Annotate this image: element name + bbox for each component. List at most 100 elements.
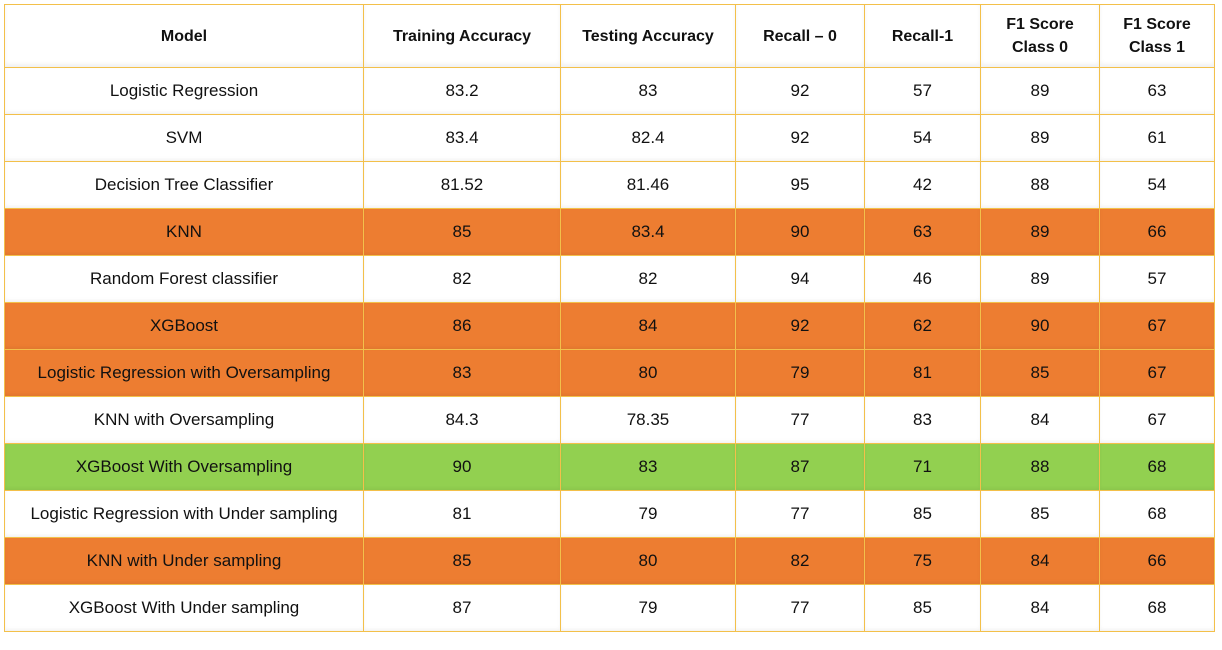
- metric-cell-f1-class-1: 68: [1099, 584, 1215, 632]
- metric-cell-recall-1: 63: [864, 208, 981, 256]
- metric-cell-recall-1: 42: [864, 161, 981, 209]
- metric-cell-f1-class-1: 67: [1099, 302, 1215, 350]
- metric-cell-recall-1: 85: [864, 490, 981, 538]
- metric-cell-testing-accuracy: 83: [560, 67, 736, 115]
- column-header-f1-class-0: F1 Score Class 0: [980, 4, 1100, 68]
- model-name-cell: Random Forest classifier: [4, 255, 364, 303]
- metric-cell-f1-class-1: 67: [1099, 349, 1215, 397]
- column-header-text: Recall – 0: [763, 27, 837, 45]
- table-row: Logistic Regression 83.2 83 92 57 89 63: [4, 67, 1215, 115]
- metric-cell-f1-class-1: 63: [1099, 67, 1215, 115]
- column-header-text: Class 1: [1128, 39, 1186, 56]
- results-table-container: Model Training Accuracy Testing Accuracy Re…: [4, 4, 1218, 632]
- metric-cell-recall-1: 54: [864, 114, 981, 162]
- metric-cell-testing-accuracy: 81.46: [560, 161, 736, 209]
- metric-cell-training-accuracy: 90: [363, 443, 561, 491]
- model-name-cell: KNN with Under sampling: [4, 537, 364, 585]
- metric-cell-recall-1: 46: [864, 255, 981, 303]
- metric-cell-recall-1: 85: [864, 584, 981, 632]
- table-row: Logistic Regression with Under sampling 8…: [4, 490, 1215, 538]
- column-header-text: Recall-1: [891, 27, 954, 45]
- table-row: XGBoost With Oversampling 90 83 87 71 88 68: [4, 443, 1215, 491]
- table-row: Logistic Regression with Oversampling 83 8…: [4, 349, 1215, 397]
- metric-cell-f1-class-0: 89: [980, 114, 1100, 162]
- metric-cell-testing-accuracy: 80: [560, 349, 736, 397]
- metric-cell-testing-accuracy: 82.4: [560, 114, 736, 162]
- metric-cell-testing-accuracy: 80: [560, 537, 736, 585]
- metric-cell-f1-class-0: 89: [980, 255, 1100, 303]
- metric-cell-f1-class-1: 66: [1099, 208, 1215, 256]
- metric-cell-recall-1: 75: [864, 537, 981, 585]
- column-header-testing-accuracy: Testing Accuracy: [560, 4, 736, 68]
- model-name-cell: XGBoost: [4, 302, 364, 350]
- table-row: KNN with Under sampling 85 80 82 75 84 66: [4, 537, 1215, 585]
- metric-cell-training-accuracy: 81.52: [363, 161, 561, 209]
- model-name-cell: SVM: [4, 114, 364, 162]
- metric-cell-testing-accuracy: 78.35: [560, 396, 736, 444]
- metric-cell-recall-0: 90: [735, 208, 865, 256]
- metric-cell-training-accuracy: 87: [363, 584, 561, 632]
- column-header-text: F1 Score: [1123, 16, 1191, 33]
- table-row: XGBoost 86 84 92 62 90 67: [4, 302, 1215, 350]
- metric-cell-training-accuracy: 82: [363, 255, 561, 303]
- model-name-cell: XGBoost With Oversampling: [4, 443, 364, 491]
- model-name-cell: XGBoost With Under sampling: [4, 584, 364, 632]
- metric-cell-f1-class-1: 61: [1099, 114, 1215, 162]
- column-header-text: Training Accuracy: [392, 27, 532, 45]
- model-name-cell: Decision Tree Classifier: [4, 161, 364, 209]
- metric-cell-testing-accuracy: 83.4: [560, 208, 736, 256]
- table-row: SVM 83.4 82.4 92 54 89 61: [4, 114, 1215, 162]
- metric-cell-testing-accuracy: 79: [560, 490, 736, 538]
- metric-cell-f1-class-0: 89: [980, 67, 1100, 115]
- table-row: KNN 85 83.4 90 63 89 66: [4, 208, 1215, 256]
- table-header-row: Model Training Accuracy Testing Accuracy Re…: [4, 4, 1215, 68]
- metric-cell-training-accuracy: 84.3: [363, 396, 561, 444]
- metric-cell-recall-1: 81: [864, 349, 981, 397]
- table-row: Decision Tree Classifier 81.52 81.46 95 42 88…: [4, 161, 1215, 209]
- model-comparison-table: Model Training Accuracy Testing Accuracy Re…: [4, 4, 1215, 632]
- metric-cell-f1-class-1: 54: [1099, 161, 1215, 209]
- metric-cell-recall-0: 77: [735, 396, 865, 444]
- metric-cell-recall-0: 77: [735, 584, 865, 632]
- metric-cell-f1-class-0: 84: [980, 584, 1100, 632]
- column-header-recall-1: Recall-1: [864, 4, 981, 68]
- metric-cell-recall-1: 83: [864, 396, 981, 444]
- metric-cell-f1-class-0: 89: [980, 208, 1100, 256]
- metric-cell-recall-0: 95: [735, 161, 865, 209]
- table-row: KNN with Oversampling 84.3 78.35 77 83 84 67: [4, 396, 1215, 444]
- metric-cell-f1-class-0: 88: [980, 443, 1100, 491]
- table-row: Random Forest classifier 82 82 94 46 89 57: [4, 255, 1215, 303]
- table-body: Logistic Regression 83.2 83 92 57 89 63 SVM 83.4…: [4, 67, 1215, 632]
- metric-cell-training-accuracy: 85: [363, 208, 561, 256]
- metric-cell-recall-0: 92: [735, 67, 865, 115]
- column-header-training-accuracy: Training Accuracy: [363, 4, 561, 68]
- metric-cell-recall-0: 92: [735, 114, 865, 162]
- metric-cell-recall-1: 62: [864, 302, 981, 350]
- metric-cell-training-accuracy: 83.2: [363, 67, 561, 115]
- metric-cell-recall-0: 94: [735, 255, 865, 303]
- metric-cell-f1-class-1: 67: [1099, 396, 1215, 444]
- metric-cell-f1-class-1: 66: [1099, 537, 1215, 585]
- column-header-text: Class 0: [1011, 39, 1069, 56]
- metric-cell-training-accuracy: 85: [363, 537, 561, 585]
- model-name-cell: KNN with Oversampling: [4, 396, 364, 444]
- metric-cell-recall-1: 57: [864, 67, 981, 115]
- metric-cell-testing-accuracy: 83: [560, 443, 736, 491]
- metric-cell-training-accuracy: 81: [363, 490, 561, 538]
- metric-cell-recall-0: 87: [735, 443, 865, 491]
- metric-cell-recall-1: 71: [864, 443, 981, 491]
- metric-cell-training-accuracy: 86: [363, 302, 561, 350]
- column-header-text: F1 Score: [1006, 16, 1074, 33]
- metric-cell-f1-class-1: 68: [1099, 490, 1215, 538]
- metric-cell-f1-class-0: 84: [980, 537, 1100, 585]
- metric-cell-f1-class-0: 84: [980, 396, 1100, 444]
- metric-cell-training-accuracy: 83.4: [363, 114, 561, 162]
- metric-cell-testing-accuracy: 82: [560, 255, 736, 303]
- column-header-text: Testing Accuracy: [582, 27, 714, 45]
- model-name-cell: KNN: [4, 208, 364, 256]
- metric-cell-recall-0: 79: [735, 349, 865, 397]
- metric-cell-f1-class-0: 85: [980, 490, 1100, 538]
- column-header-f1-class-1: F1 Score Class 1: [1099, 4, 1215, 68]
- model-name-cell: Logistic Regression with Under sampling: [4, 490, 364, 538]
- metric-cell-f1-class-0: 88: [980, 161, 1100, 209]
